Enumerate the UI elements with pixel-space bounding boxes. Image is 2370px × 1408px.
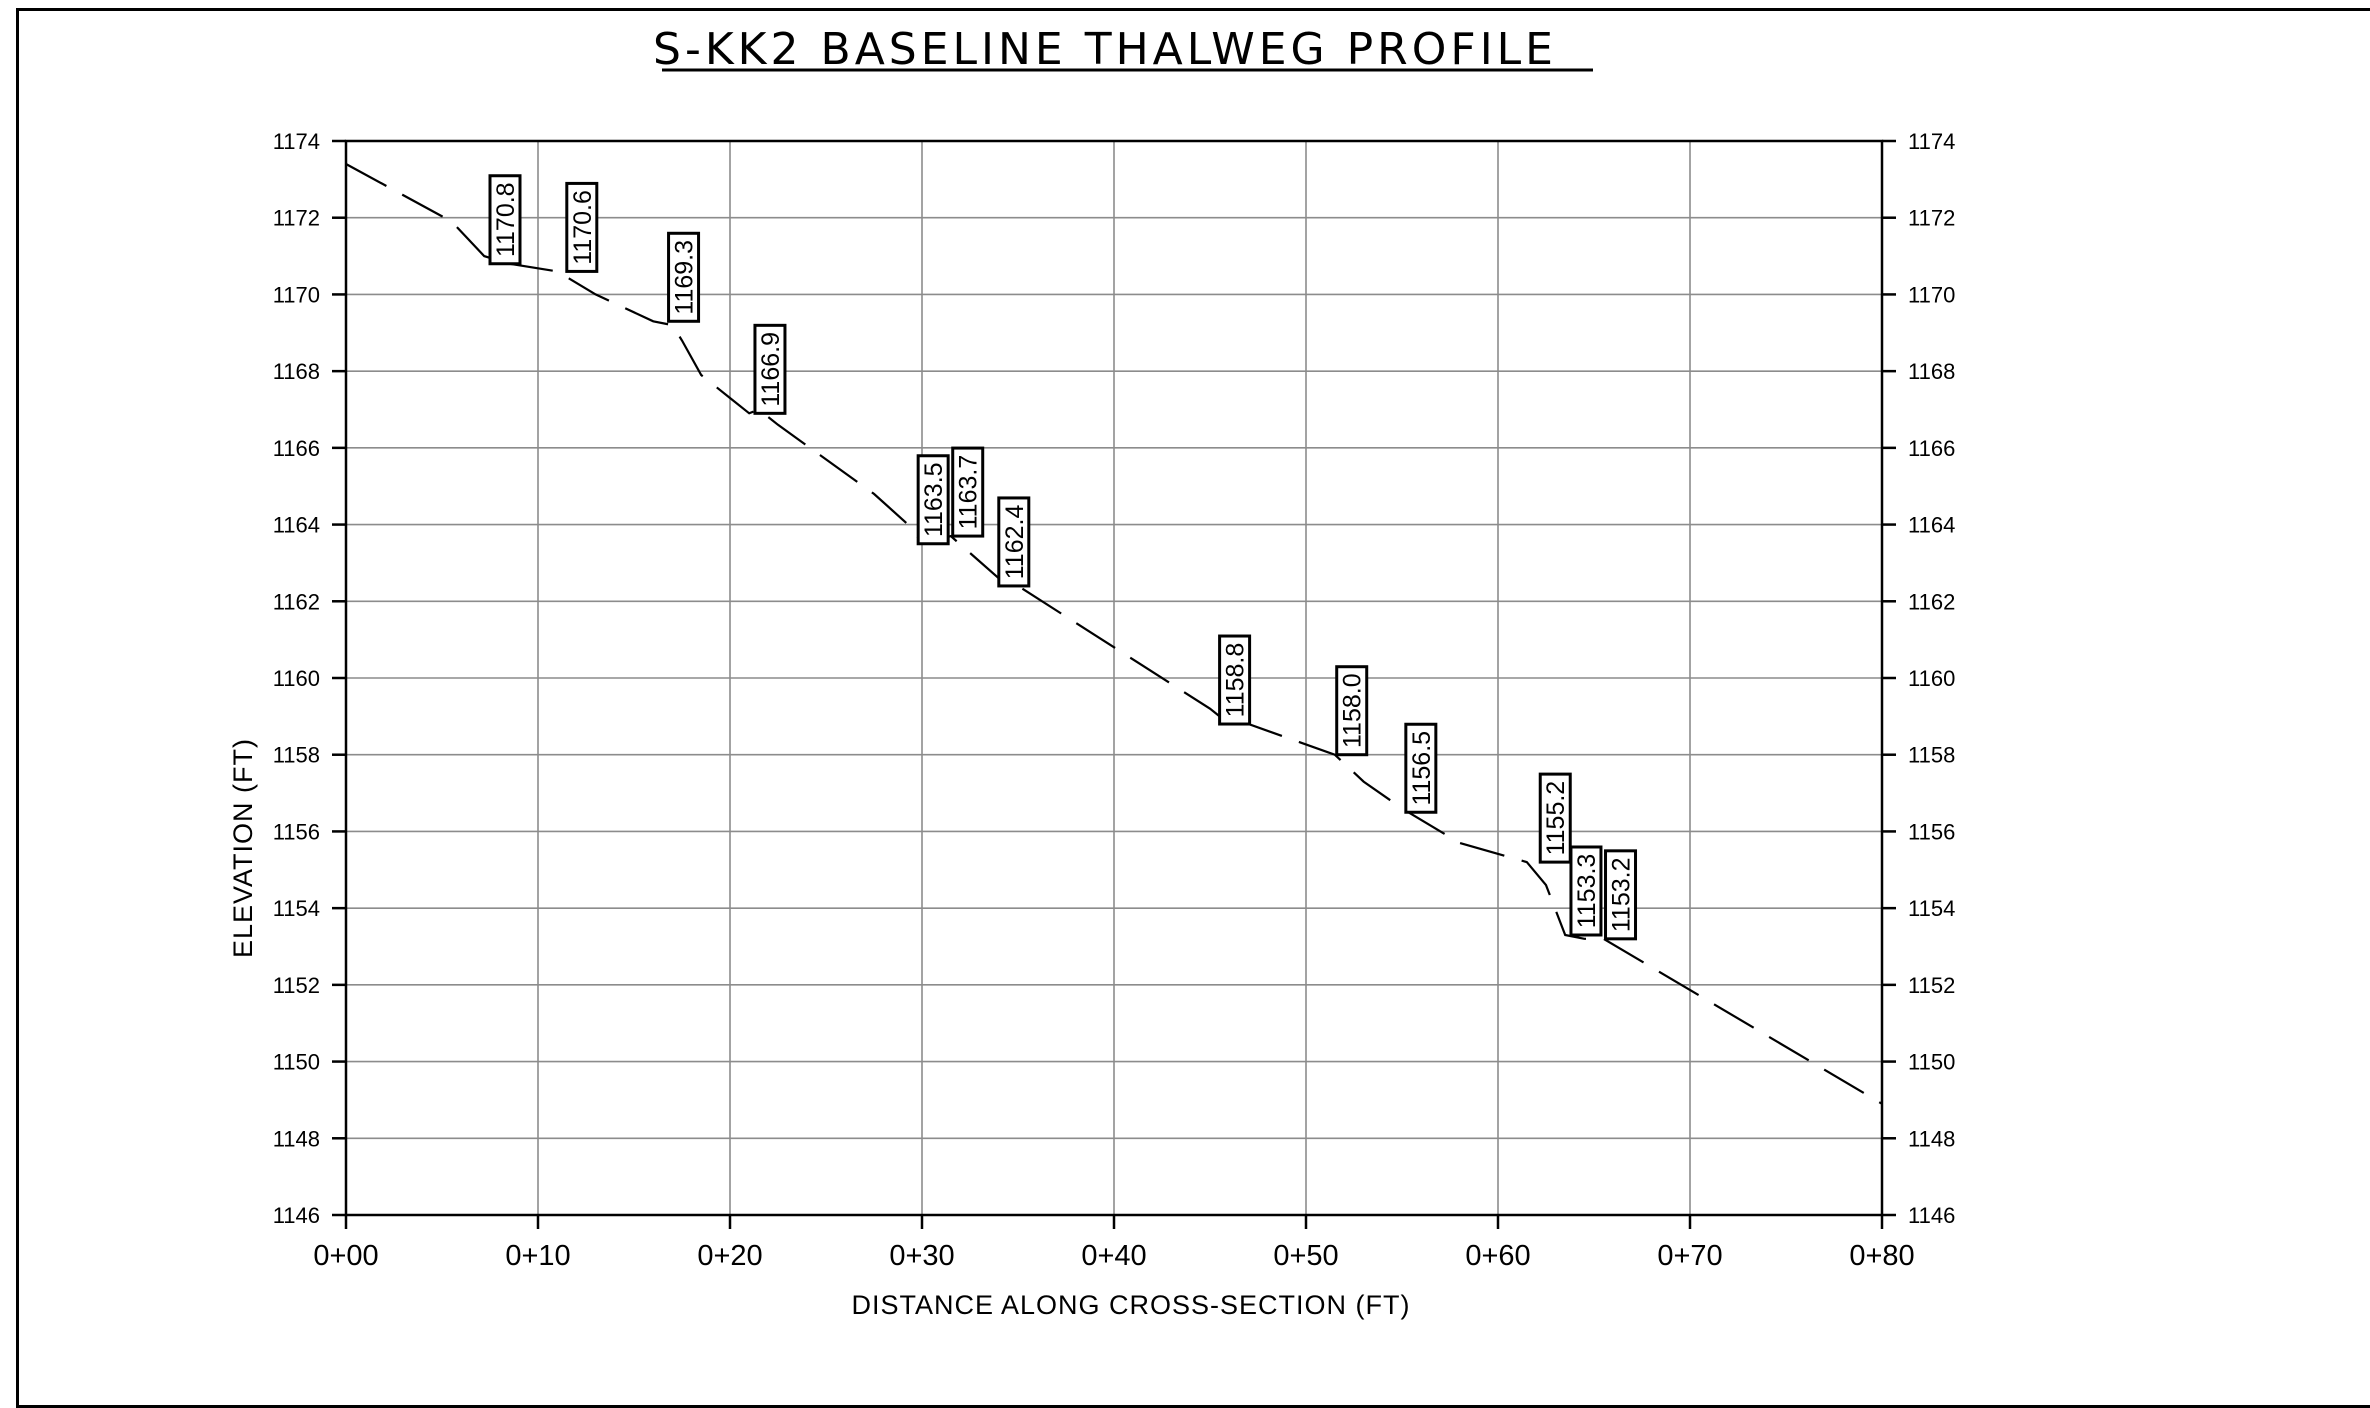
chart-title: S-KK2 BASELINE THALWEG PROFILE [653, 24, 1557, 75]
x-tick-label: 0+80 [1849, 1240, 1914, 1272]
y-tick-label-left: 1174 [273, 129, 320, 154]
y-tick-label-left: 1160 [273, 666, 320, 691]
y-tick-label-left: 1172 [273, 206, 320, 231]
y-tick-label-left: 1152 [273, 973, 320, 998]
y-axis-label: ELEVATION (FT) [228, 738, 258, 958]
y-tick-label-right: 1174 [1908, 129, 1955, 154]
elevation-label: 1166.9 [753, 323, 787, 415]
elevation-labels-layer: 1170.8 1170.6 1169.3 1166.9 1163.5 1163.7 1162… [488, 174, 1638, 941]
elevation-label: 1169.3 [667, 231, 701, 323]
x-tick-label: 0+40 [1081, 1240, 1146, 1272]
elevation-label-text: 1163.7 [955, 455, 983, 530]
elevation-label-text: 1156.5 [1408, 731, 1436, 806]
y-tick-label-right: 1158 [1908, 743, 1955, 768]
y-tick-label-right: 1154 [1908, 896, 1955, 921]
elevation-label-box [565, 181, 599, 273]
elevation-label-text: 1158.0 [1339, 673, 1367, 748]
elevation-label-box [1569, 845, 1603, 937]
elevation-label-box [488, 174, 522, 266]
y-tick-label-right: 1168 [1908, 359, 1955, 384]
elevation-label-text: 1153.3 [1573, 854, 1601, 929]
y-tick-label-left: 1150 [273, 1050, 320, 1075]
x-tick-label: 0+30 [889, 1240, 954, 1272]
x-axis-label: DISTANCE ALONG CROSS-SECTION (FT) [851, 1290, 1410, 1320]
elevation-label-text: 1166.9 [757, 332, 785, 407]
thalweg-profile-chart: S-KK2 BASELINE THALWEG PROFILE 0+00 0+10 0… [228, 24, 1956, 1320]
elevation-label-text: 1170.8 [492, 182, 520, 257]
x-tick-label: 0+60 [1465, 1240, 1530, 1272]
y-tick-label-left: 1156 [273, 819, 320, 844]
elevation-label: 1156.5 [1404, 722, 1438, 814]
x-tick-label: 0+20 [697, 1240, 762, 1272]
y-tick-label-left: 1162 [273, 589, 320, 614]
elevation-label-text: 1170.6 [569, 190, 597, 265]
y-tick-label-right: 1150 [1908, 1050, 1955, 1075]
y-tick-label-right: 1156 [1908, 819, 1955, 844]
elevation-label-text: 1169.3 [671, 240, 699, 315]
elevation-label-box [916, 454, 950, 546]
elevation-label-box [951, 446, 985, 538]
elevation-label-text: 1153.2 [1608, 858, 1636, 933]
elevation-label-box [667, 231, 701, 323]
elevation-label-box [997, 496, 1031, 588]
y-tick-label-left: 1148 [273, 1126, 320, 1151]
grid-layer [346, 141, 1882, 1215]
x-tick-label: 0+00 [313, 1240, 378, 1272]
elevation-label: 1170.8 [488, 174, 522, 266]
elevation-label-text: 1162.4 [1001, 505, 1029, 580]
y-tick-label-right: 1146 [1908, 1203, 1955, 1228]
y-tick-label-left: 1166 [273, 436, 320, 461]
elevation-label-box [1404, 722, 1438, 814]
y-tick-label-left: 1170 [273, 282, 320, 307]
y-tick-label-left: 1158 [273, 743, 320, 768]
elevation-label-box [753, 323, 787, 415]
elevation-label: 1158.8 [1218, 634, 1252, 726]
elevation-label-box [1335, 665, 1369, 757]
elevation-label-box [1218, 634, 1252, 726]
y-tick-label-left: 1154 [273, 896, 320, 921]
elevation-label-text: 1158.8 [1222, 643, 1250, 718]
x-tick-label: 0+50 [1273, 1240, 1338, 1272]
elevation-label: 1163.5 [916, 454, 950, 546]
y-tick-label-right: 1162 [1908, 589, 1955, 614]
y-tick-label-right: 1148 [1908, 1126, 1955, 1151]
y-tick-label-left: 1168 [273, 359, 320, 384]
y-tick-label-left: 1164 [273, 513, 320, 538]
elevation-label: 1153.2 [1604, 849, 1638, 941]
x-tick-label: 0+70 [1657, 1240, 1722, 1272]
y-tick-label-right: 1164 [1908, 513, 1955, 538]
elevation-label: 1170.6 [565, 181, 599, 273]
plot-frame [344, 139, 1884, 1217]
y-tick-label-right: 1152 [1908, 973, 1955, 998]
elevation-label: 1162.4 [997, 496, 1031, 588]
elevation-label: 1158.0 [1335, 665, 1369, 757]
elevation-label-text: 1155.2 [1542, 781, 1570, 856]
y-tick-label-right: 1166 [1908, 436, 1955, 461]
ticks-layer: 0+00 0+10 0+20 0+30 0+40 0+50 0+60 0+70 0+80 1146… [273, 129, 1956, 1272]
elevation-label-text: 1163.5 [920, 462, 948, 537]
x-tick-label: 0+10 [505, 1240, 570, 1272]
y-tick-label-left: 1146 [273, 1203, 320, 1228]
elevation-label-box [1604, 849, 1638, 941]
y-tick-label-right: 1172 [1908, 206, 1955, 231]
elevation-label: 1153.3 [1569, 845, 1603, 937]
y-tick-label-right: 1160 [1908, 666, 1955, 691]
elevation-label: 1163.7 [951, 446, 985, 538]
elevation-label-box [1538, 772, 1572, 864]
y-tick-label-right: 1170 [1908, 282, 1955, 307]
elevation-label: 1155.2 [1538, 772, 1572, 864]
